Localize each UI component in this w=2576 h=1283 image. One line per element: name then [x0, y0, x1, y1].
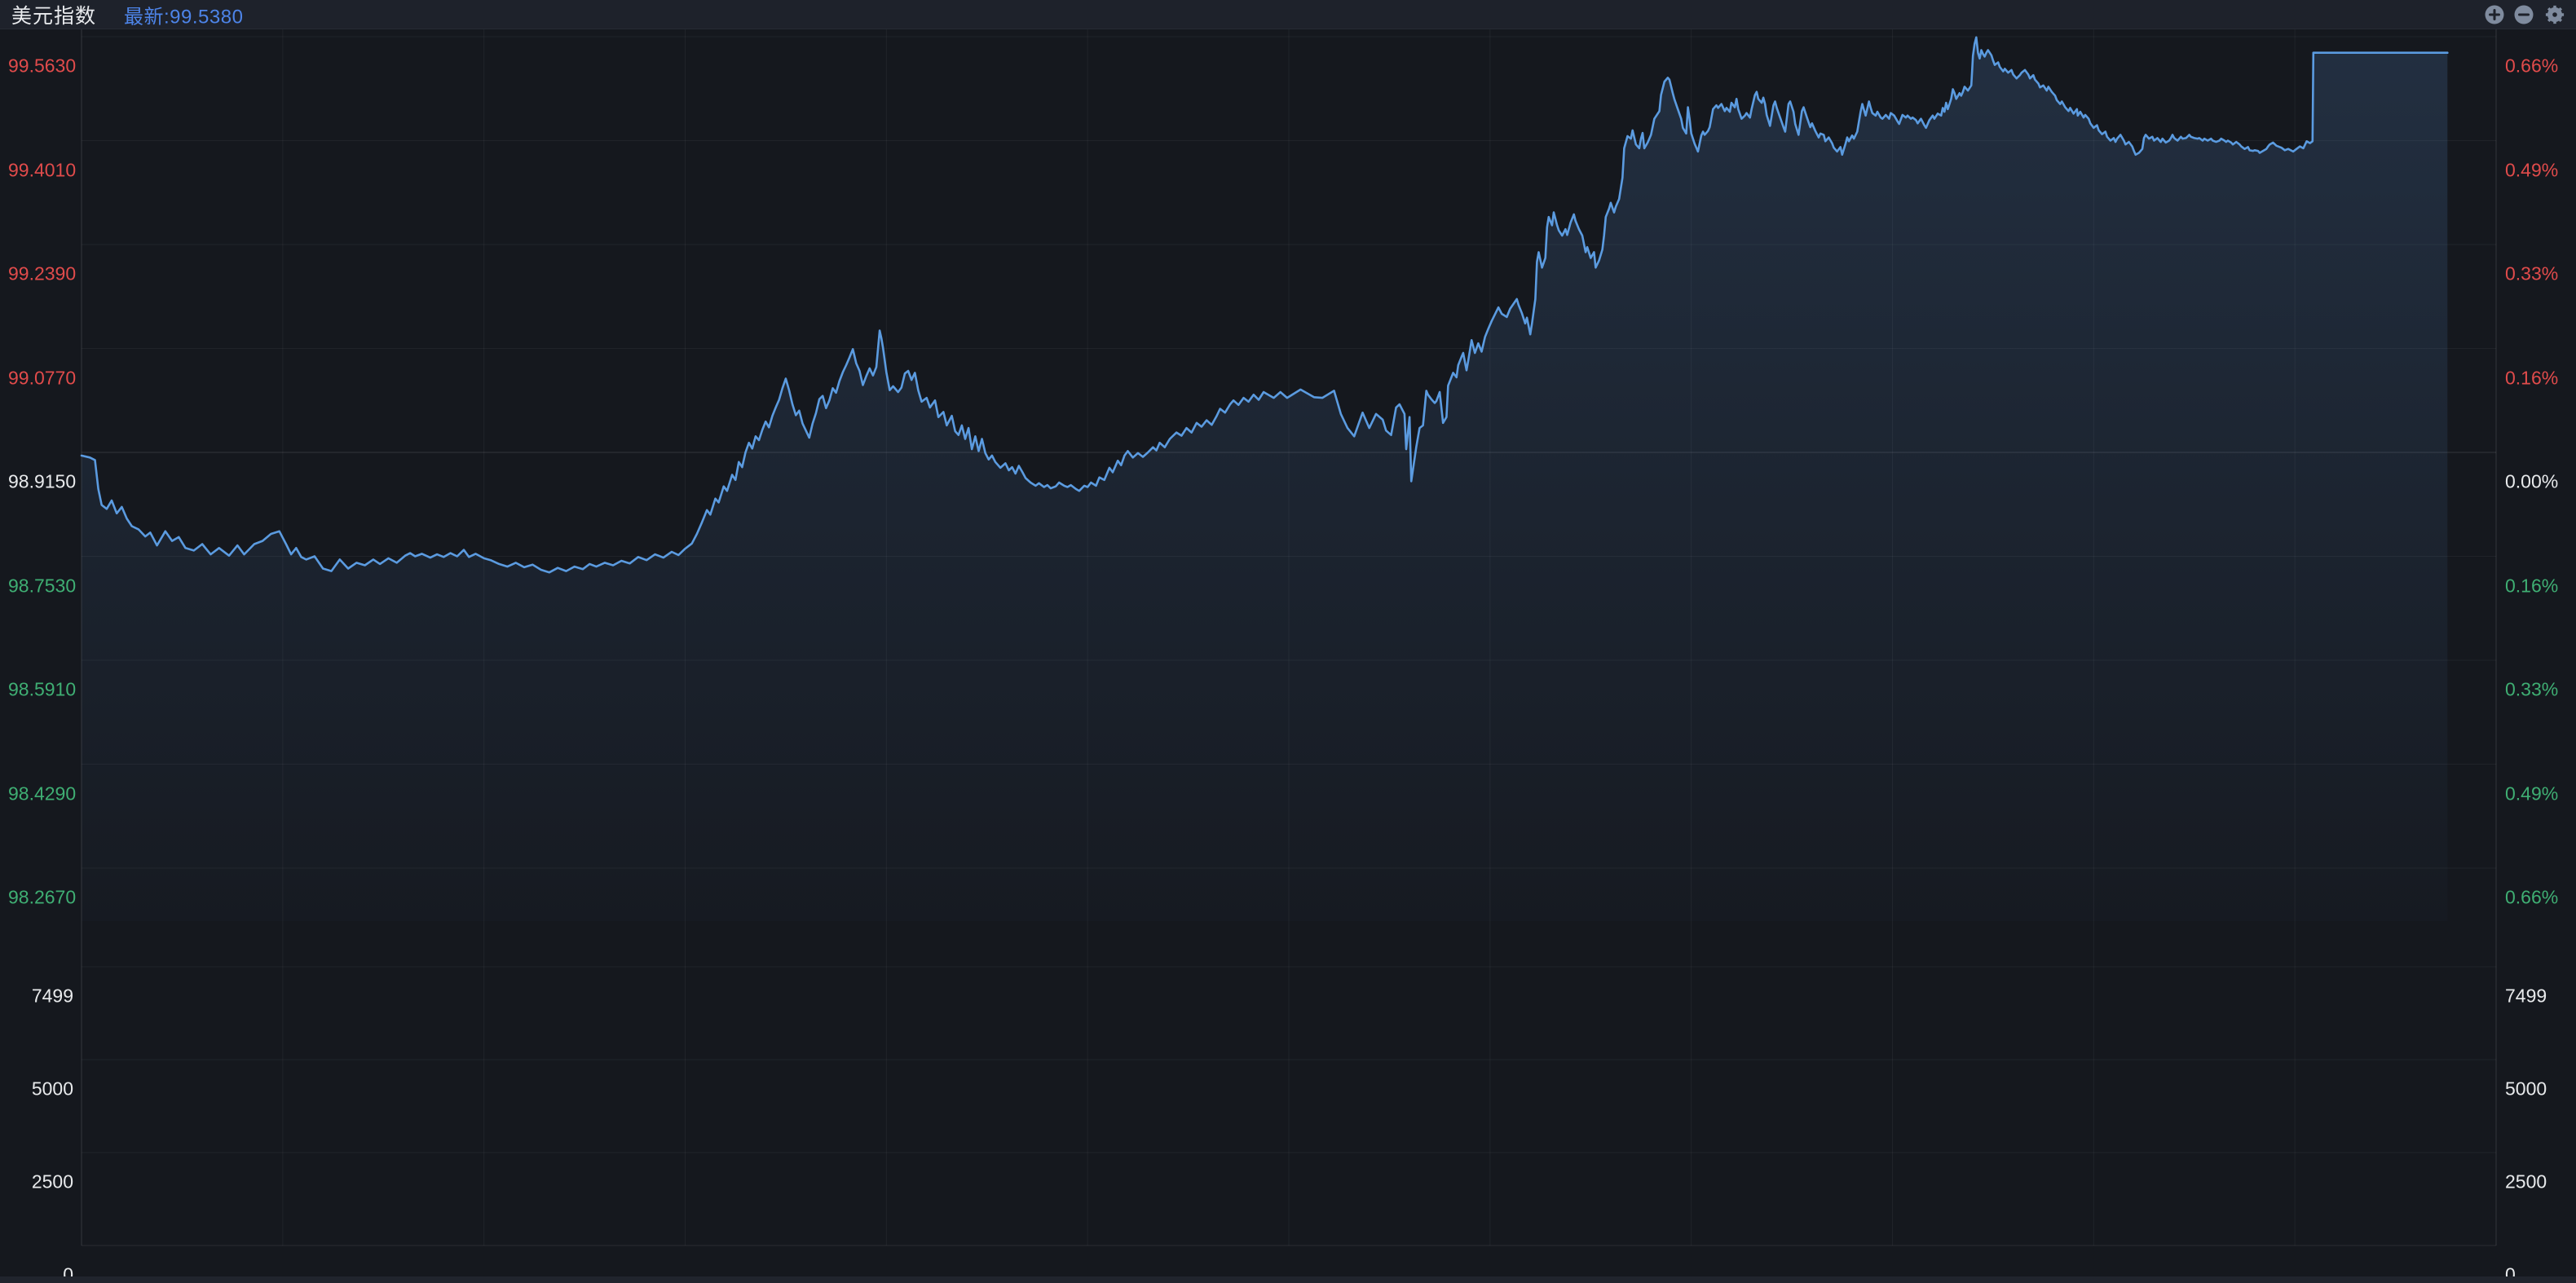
price-axis-label: 98.4290 — [8, 783, 77, 804]
latest-quote: 最新:99.5380 — [124, 6, 244, 28]
percent-axis-label: 0.49% — [2505, 159, 2559, 180]
price-chart-svg — [80, 29, 2497, 1246]
percent-axis-label: 0.66% — [2505, 55, 2559, 77]
volume-axis-label: 2500 — [2505, 1171, 2547, 1193]
percent-axis-label: 0.33% — [2505, 678, 2559, 700]
volume-axis-label: 5000 — [2505, 1078, 2547, 1100]
percent-axis-label: 0.16% — [2505, 575, 2559, 596]
price-area — [82, 37, 2448, 921]
zoom-out-icon[interactable] — [2512, 3, 2535, 26]
volume-axis-label: 2500 — [31, 1171, 73, 1193]
price-axis-label: 98.7530 — [8, 575, 77, 596]
price-axis-label: 99.0770 — [8, 367, 77, 388]
price-line — [80, 36, 2449, 574]
percent-axis-label: 0.16% — [2505, 367, 2559, 388]
zoom-in-icon[interactable] — [2483, 3, 2506, 26]
percent-axis-label: 0.66% — [2505, 886, 2559, 908]
percent-axis-label: 0.00% — [2505, 470, 2559, 492]
volume-axis-label: 7499 — [31, 985, 73, 1007]
symbol-title: 美元指数 — [11, 4, 97, 28]
percent-axis-label: 0.49% — [2505, 783, 2559, 804]
volume-axis-label: 5000 — [31, 1078, 73, 1100]
price-axis-label: 98.9150 — [8, 470, 77, 492]
titlebar: 美元指数 最新:99.5380 — [0, 0, 2576, 29]
bottom-strip — [0, 1276, 2576, 1283]
price-axis-label: 99.4010 — [8, 159, 77, 180]
volume-axis-label: 7499 — [2505, 985, 2547, 1007]
percent-axis-label: 0.33% — [2505, 262, 2559, 284]
price-axis-label: 99.2390 — [8, 262, 77, 284]
chart-plot-area[interactable]: 99.5630 99.4010 99.2390 99.0770 98.9150 98.75… — [0, 29, 2576, 1283]
settings-gear-icon[interactable] — [2543, 3, 2566, 26]
price-axis-label: 98.2670 — [8, 886, 77, 908]
price-axis-label: 98.5910 — [8, 678, 77, 700]
price-axis-label: 99.5630 — [8, 55, 77, 77]
